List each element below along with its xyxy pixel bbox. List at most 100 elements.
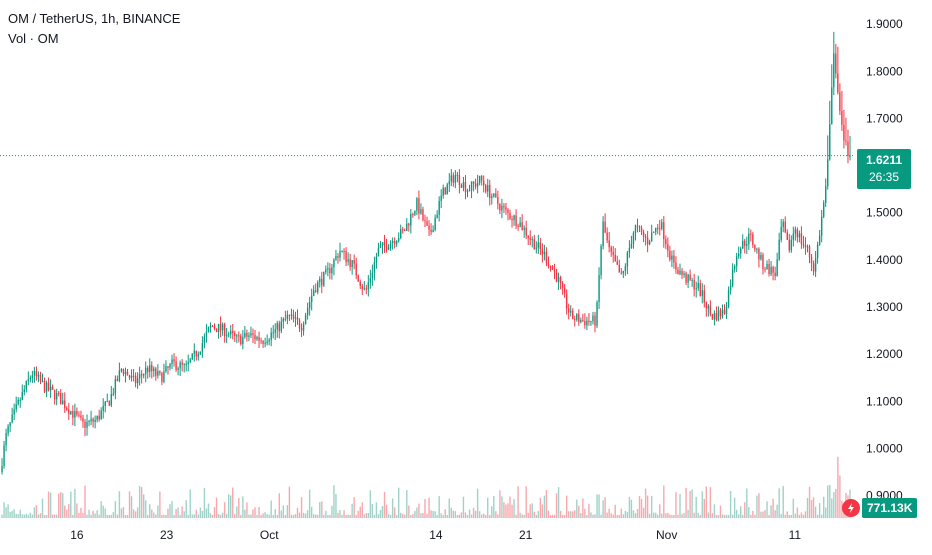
candle-body	[818, 235, 821, 245]
candle-body	[648, 241, 651, 245]
volume-bar	[296, 507, 299, 518]
volume-bar	[539, 497, 542, 518]
volume-bar	[788, 514, 790, 518]
volume-bar	[177, 507, 179, 518]
candle-body	[760, 254, 762, 260]
last-volume-badge: 771.13K	[842, 497, 918, 519]
volume-bar	[600, 514, 602, 518]
candle-body	[638, 226, 641, 228]
candle-body	[185, 364, 187, 366]
volume-bar	[509, 496, 511, 518]
candle-body	[31, 375, 34, 378]
candle-body	[679, 270, 681, 275]
volume-bar	[94, 513, 96, 518]
volume-bar	[529, 504, 531, 518]
candle-body	[27, 379, 30, 381]
volume-bar	[679, 493, 681, 518]
candle-body	[839, 92, 841, 111]
volume-bar	[436, 514, 438, 518]
volume-bar	[361, 502, 363, 518]
candle-body	[849, 155, 851, 157]
volume-bar	[422, 513, 424, 518]
volume-bar	[796, 507, 799, 518]
candle-body	[315, 290, 317, 292]
volume-bar	[440, 513, 442, 518]
candle-body	[145, 367, 147, 375]
volume-label[interactable]: Vol · OM	[8, 31, 59, 46]
volume-bar	[23, 514, 25, 518]
candle-body	[49, 386, 52, 391]
volume-bar	[402, 514, 404, 518]
volume-bar	[687, 509, 689, 518]
volume-bar	[266, 514, 268, 518]
volume-bar	[161, 514, 163, 518]
candle-body	[304, 315, 307, 325]
candle-body	[610, 247, 612, 252]
volume-bar	[519, 512, 521, 518]
candle-body	[810, 257, 813, 264]
candle-body	[213, 326, 216, 329]
candle-body	[142, 374, 145, 376]
volume-bar	[64, 505, 66, 518]
candle-body	[424, 220, 426, 222]
candle-body	[389, 242, 392, 248]
candle-body	[462, 182, 465, 188]
candle-body	[535, 247, 538, 250]
volume-bar	[681, 514, 683, 518]
candle-body	[659, 228, 661, 230]
candle-body	[124, 371, 127, 374]
candle-body	[379, 245, 382, 248]
volume-bar	[353, 497, 355, 518]
volume-bar	[677, 514, 679, 518]
volume-bar	[673, 515, 675, 518]
volume-bar	[414, 511, 416, 518]
volume-bar	[822, 496, 825, 518]
candle-body	[276, 323, 278, 330]
volume-bar	[90, 514, 92, 518]
candle-body	[539, 242, 542, 250]
candle-body	[88, 421, 90, 423]
volume-bar	[812, 497, 815, 518]
volume-bar	[276, 514, 278, 518]
volume-bar	[452, 510, 455, 518]
volume-bar	[171, 500, 173, 518]
candle-body	[169, 364, 171, 368]
candle-body	[373, 262, 376, 273]
candle-body	[592, 315, 594, 322]
volume-bar	[381, 506, 384, 518]
candle-body	[310, 295, 313, 303]
candle-body	[367, 282, 370, 290]
candle-body	[410, 214, 412, 226]
volume-bar	[551, 514, 554, 518]
candle-body	[719, 310, 722, 317]
candle-body	[191, 353, 193, 360]
volume-bar	[523, 514, 525, 518]
candle-body	[806, 246, 809, 248]
candle-body	[663, 222, 665, 240]
volume-bar	[703, 498, 705, 518]
candle-body	[551, 265, 554, 270]
candle-body	[98, 415, 100, 420]
x-tick-label: Oct	[260, 528, 279, 542]
candle-body	[598, 275, 600, 303]
volume-bar	[82, 512, 84, 518]
candle-body	[181, 362, 183, 365]
candle-body	[652, 231, 655, 233]
candle-body	[51, 386, 54, 390]
candle-body	[248, 335, 250, 337]
volume-bar	[545, 490, 548, 518]
volume-bar	[487, 497, 489, 518]
volume-bar	[363, 514, 365, 518]
volume-bar	[270, 500, 272, 518]
candle-body	[837, 73, 839, 93]
volume-bar	[816, 514, 819, 518]
candle-body	[167, 366, 169, 368]
volume-bar	[535, 514, 538, 518]
symbol-title[interactable]: OM / TetherUS, 1h, BINANCE	[8, 11, 181, 26]
last-price-badge: 1.6211 26:35	[857, 149, 911, 189]
volume-bar	[246, 502, 248, 518]
candle-body	[699, 283, 701, 297]
candle-body	[596, 302, 598, 326]
